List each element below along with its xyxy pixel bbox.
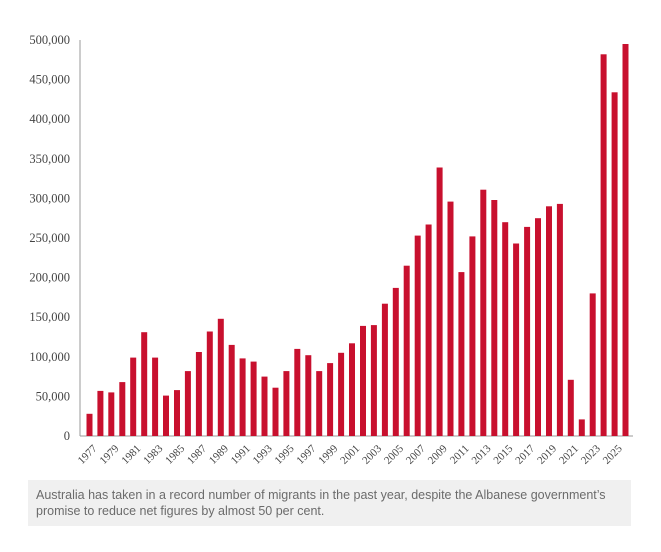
bar-1978 [97,390,104,436]
bar-1999 [327,363,334,436]
x-tick-label: 1987 [185,442,209,466]
y-tick-label: 250,000 [29,231,70,245]
bar-2015 [502,222,509,436]
bar-2014 [491,200,498,436]
bar-2013 [480,189,487,436]
bar-2019 [546,206,552,436]
bar-1986 [184,371,191,436]
bars [86,44,629,437]
x-tick-label: 1981 [119,443,143,467]
y-tick-label: 200,000 [29,271,70,285]
bar-2024 [600,54,607,437]
bar-2010 [447,201,454,436]
x-tick-label: 1993 [251,442,275,466]
bar-2016 [513,243,520,436]
x-tick-label: 2007 [404,442,428,466]
bar-2018 [535,218,541,436]
bar-2020 [556,203,563,436]
y-tick-label: 50,000 [36,389,70,403]
x-tick-label: 1997 [294,442,318,466]
x-tick-label: 2011 [448,443,472,467]
bar-1994 [272,387,279,436]
x-tick-label: 1991 [229,443,253,467]
bar-2025 [611,92,618,437]
x-tick-label: 1985 [163,442,187,466]
bar-1997 [305,355,312,436]
bar-2026 [622,44,629,436]
chart-caption: Australia has taken in a record number o… [36,488,606,518]
bar-2005 [392,287,399,436]
y-tick-label: 350,000 [29,152,70,166]
x-tick-label: 2015 [491,442,515,466]
bar-2007 [414,235,421,436]
x-tick-label: 2021 [557,443,581,467]
bar-2000 [338,352,345,436]
bar-1983 [152,357,159,436]
caption-box: Australia has taken in a record number o… [28,480,631,526]
bar-2008 [425,224,432,436]
bar-1984 [163,395,169,436]
bar-2006 [403,265,410,436]
bar-1985 [174,390,180,436]
x-tick-label: 2003 [360,442,384,466]
bar-1989 [217,318,224,436]
x-tick-label: 2023 [579,442,603,466]
bar-1980 [119,382,126,436]
x-tick-label: 1977 [76,442,100,466]
bar-1982 [141,332,148,436]
y-tick-label: 150,000 [29,310,70,324]
bar-1995 [283,371,290,436]
bar-1998 [316,371,323,436]
x-tick-label: 2019 [535,442,559,466]
bar-1979 [108,392,115,436]
bar-1977 [86,413,93,436]
y-tick-label: 0 [64,429,70,443]
bar-1996 [294,348,301,436]
x-tick-label: 2001 [338,443,362,467]
y-tick-label: 300,000 [29,191,70,205]
bar-1987 [195,352,202,436]
bar-2011 [458,272,465,436]
y-tick-label: 100,000 [29,350,70,364]
chart-area: 0 50,000 100,000 150,000 200,000 250,000 300,0… [29,33,633,467]
x-tick-label: 1989 [207,442,231,466]
bar-2012 [469,236,476,436]
x-tick-label: 2017 [513,442,537,466]
x-tick-label: 1995 [273,442,297,466]
bar-1992 [250,361,257,436]
bar-1991 [239,358,246,436]
x-axis-labels: 1977197919811983198519871989199119931995… [76,442,626,466]
y-axis-labels: 0 50,000 100,000 150,000 200,000 250,000 300,0… [29,33,70,443]
bar-2002 [360,325,366,436]
bar-2009 [436,167,443,436]
bar-2023 [589,293,596,436]
bar-1981 [130,357,137,436]
bar-2004 [381,303,388,436]
bar-2017 [524,226,531,436]
y-tick-label: 500,000 [29,33,70,47]
bar-1990 [228,344,235,436]
x-tick-label: 2009 [426,442,450,466]
bar-1988 [206,331,213,436]
x-tick-label: 2005 [382,442,406,466]
x-tick-label: 1999 [316,442,340,466]
x-tick-label: 1979 [98,442,122,466]
x-tick-label: 1983 [141,442,165,466]
y-tick-label: 400,000 [29,112,70,126]
bar-chart: 0 50,000 100,000 150,000 200,000 250,000 300,0… [29,33,633,467]
bar-1993 [261,376,268,436]
bar-2001 [349,343,355,436]
y-tick-label: 450,000 [29,73,70,87]
x-tick-label: 2013 [469,442,493,466]
bar-2003 [370,325,377,436]
x-tick-label: 2025 [601,442,625,466]
bar-2022 [578,419,585,436]
bar-2021 [567,379,574,436]
